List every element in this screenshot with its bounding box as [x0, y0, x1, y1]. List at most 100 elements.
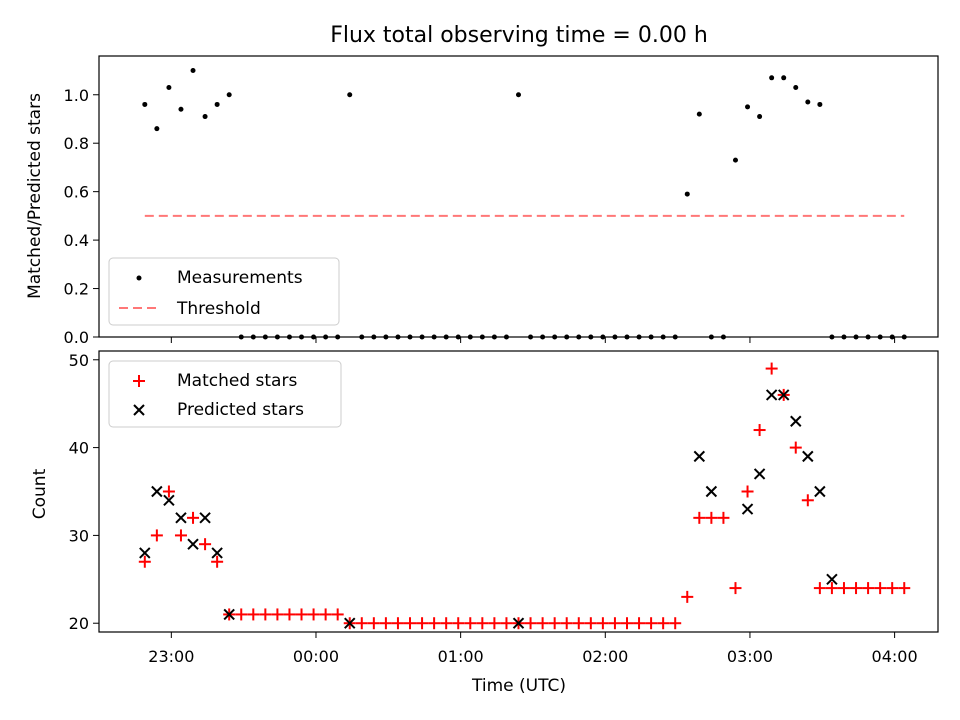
predicted-star-point: [790, 415, 802, 427]
predicted-star-point: [211, 547, 223, 559]
predicted-star-point: [512, 617, 525, 629]
matched-star-point: [898, 582, 911, 595]
count-legend-box: [108, 360, 342, 428]
measurement-point: [781, 75, 787, 81]
ratio-ytick-label: 0.8: [64, 134, 89, 153]
predicted-star-point: [151, 485, 163, 498]
count-xtick-label: 00:00: [293, 647, 339, 666]
count-xlabel: Time (UTC): [471, 676, 566, 696]
matched-star-point: [138, 555, 151, 568]
matched-star-point: [705, 511, 718, 524]
measurement-point: [154, 126, 160, 132]
matched-star-point: [717, 511, 730, 524]
matched-star-point: [331, 608, 344, 621]
predicted-star-point: [705, 485, 718, 498]
measurement-point: [817, 101, 823, 107]
matched-star-point: [729, 582, 742, 595]
matched-star-point: [837, 582, 850, 595]
count-ylabel: Count: [30, 468, 50, 519]
predicted-star-point: [765, 389, 778, 401]
matched-star-point: [608, 617, 621, 630]
ratio-panel: 0.0 0.2 0.4 0.6 0.8 1.0 Matched/Predicted sta…: [25, 55, 939, 347]
matched-star-point: [259, 608, 272, 621]
measurement-point: [190, 68, 196, 74]
predicted-star-point: [223, 608, 235, 621]
matched-star-point: [850, 582, 863, 595]
matched-star-point: [464, 617, 477, 630]
matched-star-point: [476, 617, 489, 630]
matched-star-point: [162, 485, 175, 498]
count-xtick-label: 01:00: [438, 647, 484, 666]
ratio-ytick-label: 0.6: [64, 183, 89, 202]
matched-star-point: [174, 529, 187, 542]
matched-star-point: [211, 555, 224, 568]
matched-star-point: [669, 617, 682, 630]
measurement-point: [214, 101, 220, 107]
count-ytick-label: 50: [69, 351, 89, 370]
measurement-point: [769, 75, 775, 81]
matched-star-point: [596, 617, 609, 630]
matched-star-point: [235, 608, 248, 621]
matched-star-point: [452, 617, 465, 630]
matched-star-point: [367, 617, 380, 630]
predicted-star-point: [741, 503, 754, 515]
matched-star-point: [187, 511, 200, 524]
ratio-ytick-label: 0.0: [64, 328, 89, 347]
matched-star-point: [391, 617, 404, 630]
matched-star-point: [247, 608, 260, 621]
predicted-star-point: [187, 538, 199, 550]
matched-star-point: [645, 617, 658, 630]
matched-star-point: [886, 582, 899, 595]
matched-star-point: [681, 590, 694, 603]
count-ytick-label: 20: [69, 614, 89, 633]
matched-star-point: [560, 617, 573, 630]
matched-star-point: [801, 494, 814, 507]
matched-star-point: [548, 617, 561, 630]
count-x-ticks: 23:00 00:00 01:00 02:00 03:00 04:00: [148, 632, 918, 666]
matched-star-point: [753, 424, 766, 437]
predicted-star-point: [693, 450, 706, 463]
ratio-legend-box: [108, 257, 340, 326]
measurement-point: [805, 99, 811, 105]
measurement-point: [757, 114, 763, 120]
matched-star-point: [440, 617, 453, 630]
matched-star-point: [633, 617, 646, 630]
predicted-star-point: [753, 468, 766, 480]
matched-star-point: [488, 617, 501, 630]
matched-star-point: [199, 538, 212, 551]
legend-measurements-marker: [136, 275, 142, 281]
matched-star-point: [271, 608, 284, 621]
predicted-star-point: [826, 573, 838, 586]
measurement-point: [793, 84, 799, 90]
matched-star-point: [536, 617, 549, 630]
matched-star-point: [874, 582, 887, 595]
matched-star-point: [789, 441, 802, 454]
matched-star-point: [319, 608, 332, 621]
matched-star-point: [295, 608, 308, 621]
ratio-legend: Measurements Threshold: [108, 257, 340, 326]
predicted-star-point: [163, 494, 175, 506]
figure-title: Flux total observing time = 0.00 h: [330, 23, 708, 48]
measurement-point: [732, 157, 738, 163]
legend-predicted-label: Predicted stars: [177, 400, 304, 420]
count-xtick-label: 02:00: [582, 647, 628, 666]
ratio-y-ticks: 0.0 0.2 0.4 0.6 0.8 1.0: [64, 86, 99, 347]
count-legend: Matched stars Predicted stars: [108, 360, 342, 428]
matched-star-point: [657, 617, 670, 630]
legend-threshold-label: Threshold: [176, 299, 261, 319]
predicted-star-point: [199, 512, 211, 524]
count-xtick-label: 23:00: [148, 647, 194, 666]
matched-star-point: [416, 617, 429, 630]
predicted-star-point: [777, 389, 790, 401]
predicted-star-point: [344, 617, 356, 629]
measurement-point: [178, 106, 184, 112]
matched-star-point: [524, 617, 537, 630]
ratio-ytick-label: 0.2: [64, 280, 89, 299]
matched-star-point: [283, 608, 296, 621]
matched-star-point: [428, 617, 441, 630]
matched-star-point: [584, 617, 597, 630]
measurement-point: [347, 92, 353, 98]
matched-star-point: [150, 529, 163, 542]
measurement-point: [142, 101, 148, 107]
